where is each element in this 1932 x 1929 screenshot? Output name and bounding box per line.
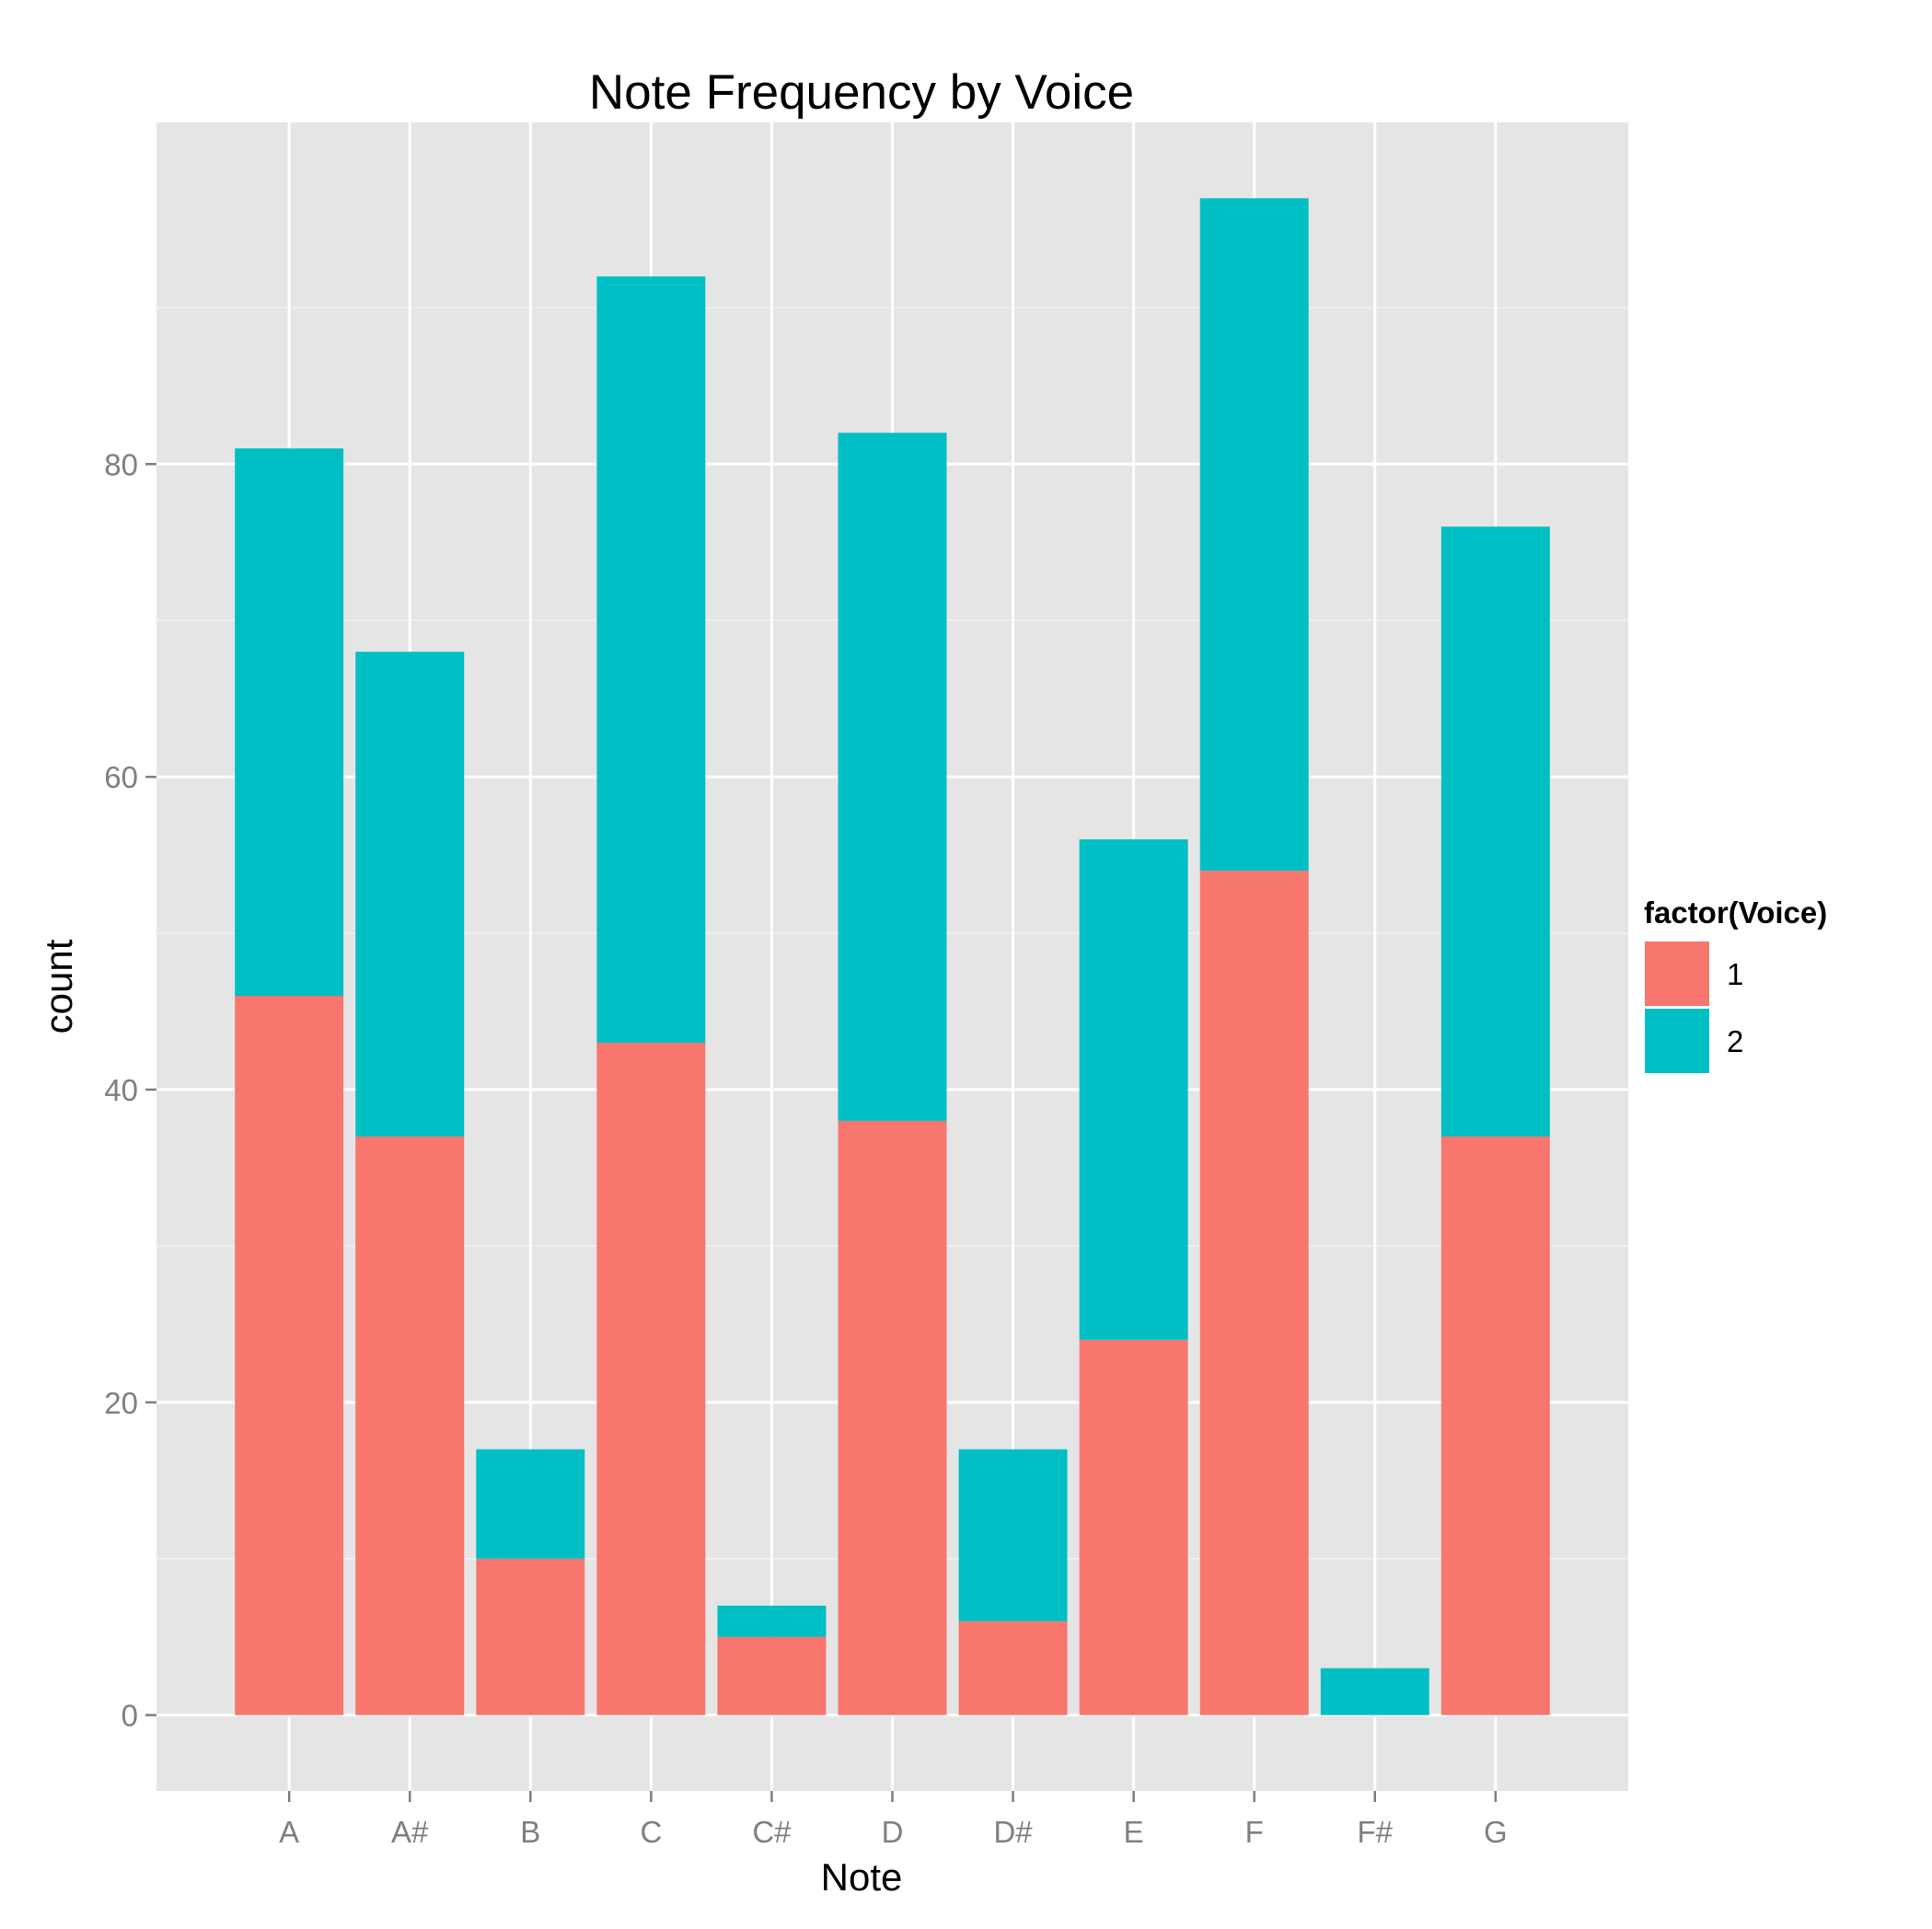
x-tick-label: A# <box>391 1815 429 1849</box>
bar-D#-voice-1 <box>958 1621 1068 1715</box>
legend-label-2: 2 <box>1727 1024 1743 1058</box>
x-tick-label: F# <box>1358 1815 1394 1849</box>
bar-C-voice-2 <box>596 276 706 1043</box>
bar-D-voice-2 <box>838 433 947 1121</box>
bars <box>235 198 1550 1715</box>
x-tick-label: D <box>882 1815 904 1849</box>
bar-B-voice-1 <box>476 1558 585 1715</box>
chart-title: Note Frequency by Voice <box>589 65 1134 120</box>
y-tick-label: 80 <box>104 447 138 481</box>
bar-A#-voice-2 <box>355 652 465 1137</box>
y-tick-label: 20 <box>104 1386 138 1420</box>
bar-F-voice-2 <box>1199 198 1309 872</box>
bar-D-voice-1 <box>838 1120 947 1715</box>
bar-C#-voice-2 <box>717 1605 827 1637</box>
bar-D#-voice-2 <box>958 1449 1068 1622</box>
x-tick-label: F <box>1245 1815 1264 1849</box>
bar-A-voice-2 <box>235 448 344 996</box>
y-tick-label: 40 <box>104 1073 138 1107</box>
bar-A#-voice-1 <box>355 1136 465 1715</box>
legend-title: factor(Voice) <box>1644 895 1827 930</box>
legend-label-1: 1 <box>1727 957 1743 991</box>
y-tick-label: 60 <box>104 760 138 794</box>
bar-B-voice-2 <box>476 1449 585 1559</box>
bar-F-voice-1 <box>1199 871 1309 1715</box>
y-axis: 0 20 40 60 80 <box>104 447 156 1733</box>
y-axis-title: count <box>37 939 80 1034</box>
bar-F#-voice-2 <box>1320 1668 1429 1715</box>
legend: factor(Voice) 12 <box>1643 895 1827 1075</box>
x-tick-label: E <box>1124 1815 1144 1849</box>
x-tick-label: C# <box>752 1815 792 1849</box>
legend-swatch-2 <box>1645 1009 1709 1073</box>
bar-E-voice-1 <box>1079 1339 1188 1715</box>
bar-A-voice-1 <box>235 995 344 1715</box>
bar-E-voice-2 <box>1079 839 1188 1340</box>
x-tick-label: D# <box>993 1815 1033 1849</box>
bar-C-voice-1 <box>596 1042 706 1715</box>
y-tick-label: 0 <box>121 1699 138 1733</box>
x-tick-label: G <box>1484 1815 1508 1849</box>
x-axis: A A# B C C# D D# E F F# G <box>279 1791 1508 1849</box>
legend-swatch-1 <box>1645 941 1709 1006</box>
x-tick-label: B <box>520 1815 540 1849</box>
bar-C#-voice-1 <box>717 1636 827 1715</box>
x-axis-title: Note <box>821 1855 903 1899</box>
x-tick-label: C <box>640 1815 662 1849</box>
x-tick-label: A <box>279 1815 299 1849</box>
bar-G-voice-2 <box>1440 526 1550 1137</box>
legend-items: 12 <box>1643 940 1743 1075</box>
bar-G-voice-1 <box>1440 1136 1550 1715</box>
